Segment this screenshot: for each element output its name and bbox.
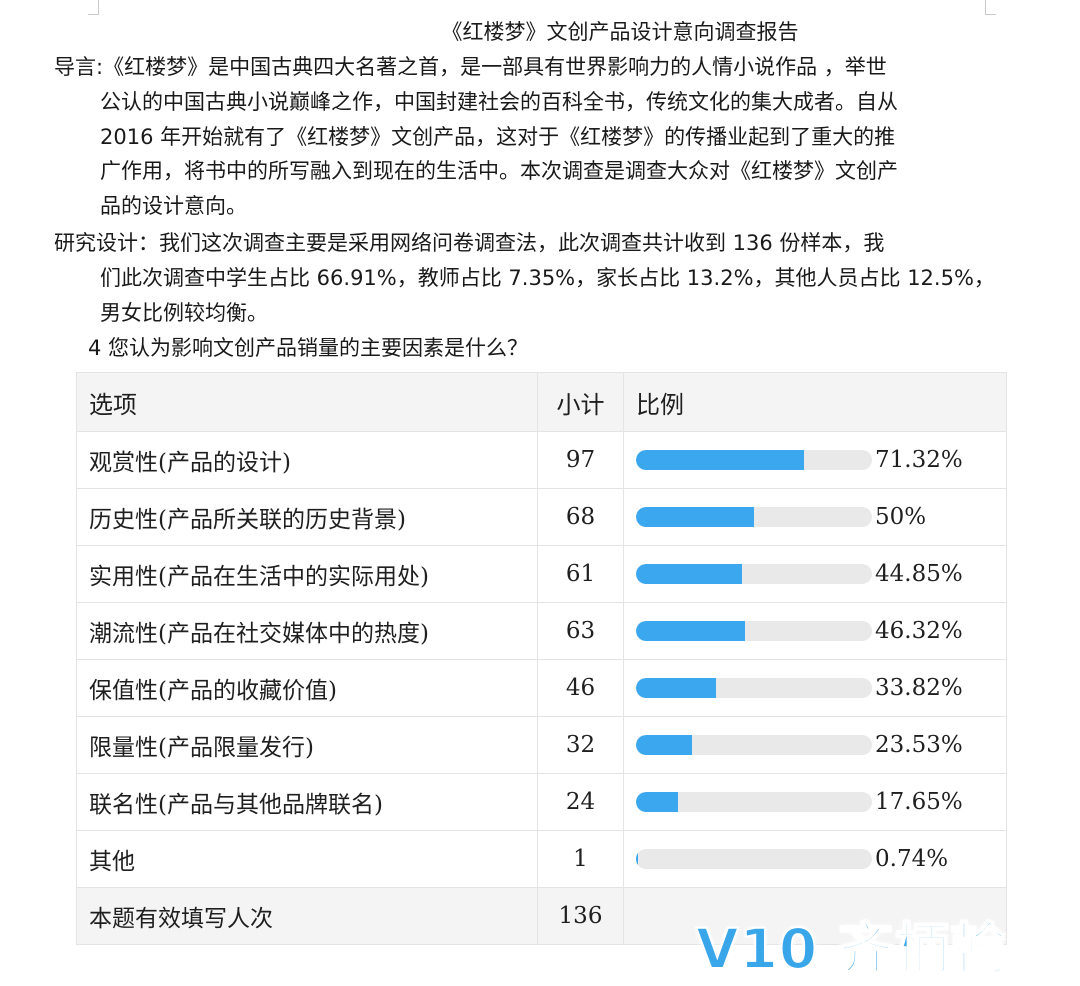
option-count: 63 — [537, 602, 624, 660]
survey-result-table: 选项 小计 比例 观赏性(产品的设计) 97 71.32% 历史性(产品所关联的… — [76, 372, 1007, 945]
total-count: 136 — [537, 887, 624, 945]
ratio-percent: 17.65% — [875, 789, 963, 815]
watermark-text: V10 齐柄翰 — [695, 916, 1007, 982]
option-count: 1 — [537, 830, 624, 888]
intro-line: 公认的中国古典小说巅峰之作，中国封建社会的百科全书，传统文化的集大成者。自从 — [100, 89, 898, 114]
ratio-bar-track — [636, 849, 872, 869]
ratio-percent: 44.85% — [875, 561, 963, 587]
ratio-bar-fill — [636, 792, 678, 812]
option-count: 68 — [537, 488, 624, 546]
table-row: 历史性(产品所关联的历史背景) 68 50% — [76, 488, 1007, 546]
option-count: 32 — [537, 716, 624, 774]
option-label: 其他 — [76, 830, 538, 888]
option-label: 联名性(产品与其他品牌联名) — [76, 773, 538, 831]
ratio-bar-fill — [636, 849, 638, 869]
ratio-bar-fill — [636, 678, 716, 698]
total-label: 本题有效填写人次 — [76, 887, 538, 945]
table-row: 保值性(产品的收藏价值) 46 33.82% — [76, 659, 1007, 717]
design-line: 男女比例较均衡。 — [100, 300, 268, 325]
research-design-paragraph: 研究设计：我们这次调查主要是采用网络问卷调查法，此次调查共计收到 136 份样本… — [54, 226, 995, 330]
ratio-bar-track — [636, 678, 872, 698]
table-row: 实用性(产品在生活中的实际用处) 61 44.85% — [76, 545, 1007, 603]
page-corner-mark — [88, 0, 99, 15]
option-count: 97 — [537, 431, 624, 489]
intro-line: 2016 年开始就有了《红楼梦》文创产品，这对于《红楼梦》的传播业起到了重大的推 — [100, 124, 896, 149]
header-ratio: 比例 — [623, 372, 1007, 432]
ratio-bar-track — [636, 450, 872, 470]
ratio-percent: 50% — [875, 504, 927, 530]
header-option: 选项 — [76, 372, 538, 432]
intro-line: 品的设计意向。 — [100, 194, 247, 219]
table-header-row: 选项 小计 比例 — [76, 372, 1007, 432]
ratio-percent: 23.53% — [875, 732, 963, 758]
survey-question: 4 您认为影响文创产品销量的主要因素是什么？ — [88, 336, 529, 360]
intro-line: 导言:《红楼梦》是中国古典四大名著之首，是一部具有世界影响力的人情小说作品 ，举… — [54, 55, 887, 79]
option-label: 潮流性(产品在社交媒体中的热度) — [76, 602, 538, 660]
ratio-bar-track — [636, 735, 872, 755]
ratio-bar-fill — [636, 564, 742, 584]
ratio-bar-fill — [636, 735, 692, 755]
table-row: 潮流性(产品在社交媒体中的热度) 63 46.32% — [76, 602, 1007, 660]
report-title: 《红楼梦》文创产品设计意向调查报告 — [441, 20, 799, 44]
option-label: 观赏性(产品的设计) — [76, 431, 538, 489]
ratio-bar-track — [636, 507, 872, 527]
ratio-percent: 46.32% — [875, 618, 963, 644]
design-line: 们此次调查中学生占比 66.91%，教师占比 7.35%，家长占比 13.2%，… — [100, 265, 995, 290]
option-label: 保值性(产品的收藏价值) — [76, 659, 538, 717]
ratio-percent: 0.74% — [875, 846, 949, 872]
option-label: 历史性(产品所关联的历史背景) — [76, 488, 538, 546]
ratio-percent: 33.82% — [875, 675, 963, 701]
table-row: 其他 1 0.74% — [76, 830, 1007, 888]
table-row: 联名性(产品与其他品牌联名) 24 17.65% — [76, 773, 1007, 831]
ratio-bar-track — [636, 564, 872, 584]
table-total-row: 本题有效填写人次 136 — [76, 887, 1007, 945]
ratio-bar-fill — [636, 507, 754, 527]
option-label: 限量性(产品限量发行) — [76, 716, 538, 774]
intro-paragraph: 导言:《红楼梦》是中国古典四大名著之首，是一部具有世界影响力的人情小说作品 ，举… — [54, 50, 994, 224]
ratio-bar-track — [636, 792, 872, 812]
ratio-percent: 71.32% — [875, 447, 963, 473]
option-count: 24 — [537, 773, 624, 831]
total-ratio-empty — [623, 887, 1007, 945]
ratio-bar-track — [636, 621, 872, 641]
ratio-bar-fill — [636, 621, 746, 641]
design-line: 研究设计：我们这次调查主要是采用网络问卷调查法，此次调查共计收到 136 份样本… — [54, 231, 885, 255]
ratio-bar-fill — [636, 450, 805, 470]
intro-line: 广作用，将书中的所写融入到现在的生活中。本次调查是调查大众对《红楼梦》文创产 — [100, 159, 898, 184]
page-corner-mark — [985, 0, 996, 15]
header-count: 小计 — [537, 372, 624, 432]
table-row: 限量性(产品限量发行) 32 23.53% — [76, 716, 1007, 774]
option-count: 61 — [537, 545, 624, 603]
option-count: 46 — [537, 659, 624, 717]
option-label: 实用性(产品在生活中的实际用处) — [76, 545, 538, 603]
table-row: 观赏性(产品的设计) 97 71.32% — [76, 431, 1007, 489]
